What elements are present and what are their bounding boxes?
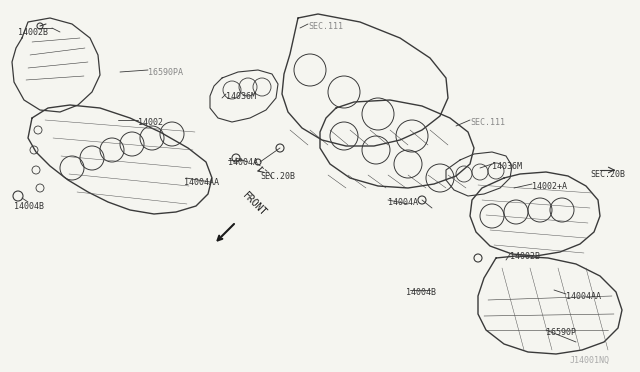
Text: 14004A: 14004A xyxy=(388,198,418,207)
Text: 14004A: 14004A xyxy=(228,158,258,167)
Text: 14036M: 14036M xyxy=(492,162,522,171)
Text: 14002+A: 14002+A xyxy=(532,182,567,191)
Text: 14002: 14002 xyxy=(138,118,163,127)
Text: SEC.111: SEC.111 xyxy=(308,22,343,31)
Text: 14004AA: 14004AA xyxy=(184,178,219,187)
Text: FRONT: FRONT xyxy=(240,190,268,218)
Text: SEC.20B: SEC.20B xyxy=(260,172,295,181)
Text: 16590P: 16590P xyxy=(546,328,576,337)
Text: 14004B: 14004B xyxy=(406,288,436,297)
Text: 16590PA: 16590PA xyxy=(148,68,183,77)
Text: 14002B: 14002B xyxy=(18,28,48,37)
Text: 14004B: 14004B xyxy=(14,202,44,211)
Text: SEC.111: SEC.111 xyxy=(470,118,505,127)
Text: 14036M: 14036M xyxy=(226,92,256,101)
Text: 14004AA: 14004AA xyxy=(566,292,601,301)
Text: 14002B: 14002B xyxy=(510,252,540,261)
Text: J14001NQ: J14001NQ xyxy=(570,356,610,365)
Text: SEC.20B: SEC.20B xyxy=(590,170,625,179)
